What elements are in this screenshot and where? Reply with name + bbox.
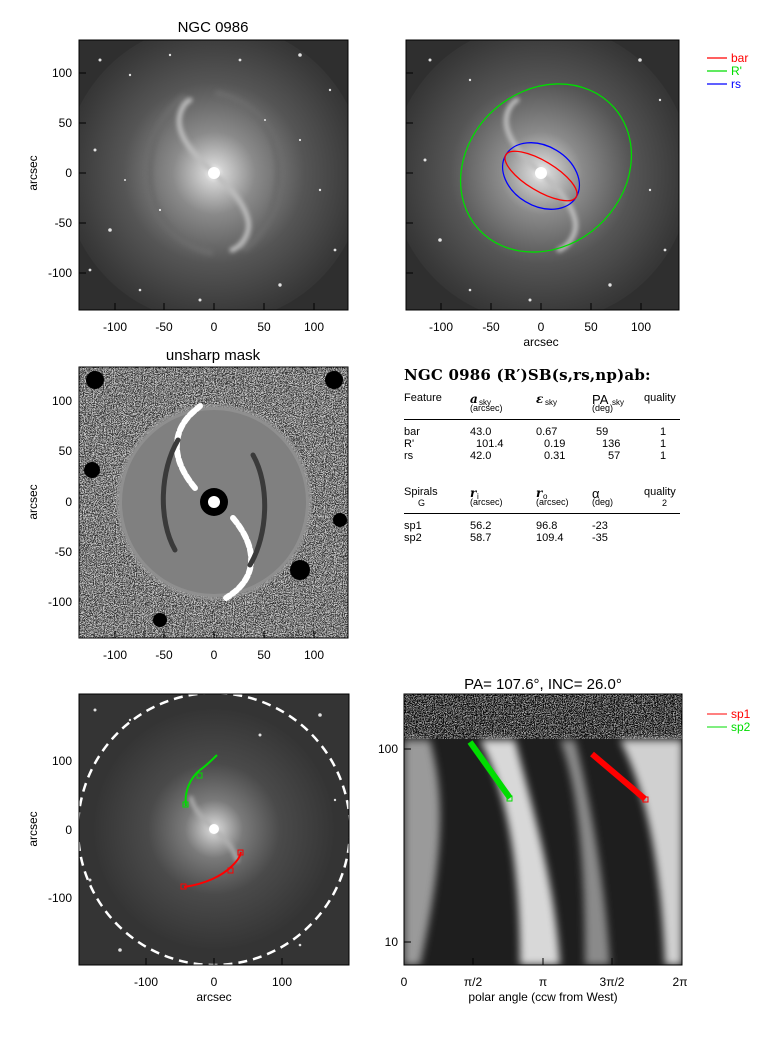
hdr-quality: quality: [644, 392, 676, 404]
hdr-ri-sub: i: [477, 492, 479, 501]
spiral-sp1-trace: [183, 851, 242, 888]
feature-row: bar 43.0 0.67 59 1: [404, 426, 667, 438]
hdr-quality2: quality: [644, 486, 676, 498]
p1-xtick: -50: [155, 320, 173, 334]
feature-row: rs 42.0 0.31 57 1: [404, 450, 667, 462]
hdr-pa-sub: sky: [612, 398, 624, 407]
feature-header-row: Feature a sky (arcsec) ε sky PA sky (deg…: [404, 392, 682, 416]
p1-ytick: 0: [65, 166, 72, 180]
p6-xtick: 0: [401, 975, 408, 989]
ellipse-r-prime: [459, 83, 633, 253]
p3-xtick: 100: [304, 648, 324, 662]
p5-xtick: -100: [134, 975, 158, 989]
p3-xtick: 0: [211, 648, 218, 662]
p1-ytick: 100: [52, 66, 72, 80]
p1-ytick: 50: [59, 116, 73, 130]
p3-xtick: -100: [103, 648, 127, 662]
p5-ytick: 0: [65, 823, 72, 837]
hdr-feature: Feature: [404, 392, 442, 404]
ellipse-fit-panel: arcsec -100 -50 0 50 100 bar R' rs: [405, 39, 748, 349]
legend-top: bar R' rs: [707, 51, 748, 91]
hdr-a-sub: sky: [479, 398, 491, 407]
p3-ytick: 0: [65, 495, 72, 509]
spiral-sp2-trace: [184, 754, 218, 807]
p6-ytick: 10: [385, 935, 399, 949]
panel1-title: NGC 0986: [178, 19, 249, 36]
panel3-y-label: arcsec: [26, 484, 40, 519]
p2-xtick: 0: [538, 320, 545, 334]
spiral-trace-panel: arcsec arcsec -100 0 100 100 0 -100: [26, 693, 350, 1004]
hdr-pa: PA: [592, 392, 609, 407]
legend-rs: rs: [731, 77, 741, 91]
hdr-e-sub: sky: [545, 398, 557, 407]
p3-ytick: 50: [59, 444, 73, 458]
p6-xtick: 2π: [673, 975, 688, 989]
table-title: NGC 0986 (R′)SB(s,rs,np)ab:: [404, 366, 651, 384]
hdr-ro-sub: o: [543, 492, 548, 501]
sp2-polar-trace: [467, 740, 513, 800]
frame-ticks: [79, 72, 642, 965]
p6-xtick: 3π/2: [600, 975, 625, 989]
hdr-a-unit: (arcsec): [470, 403, 503, 413]
legend-bottom: sp1 sp2: [707, 707, 751, 734]
p5-ytick: 100: [52, 754, 72, 768]
p1-xtick: 50: [257, 320, 271, 334]
p6-xtick: π/2: [464, 975, 483, 989]
p5-xtick: 0: [211, 975, 218, 989]
p1-xtick: 0: [211, 320, 218, 334]
hdr-pa-unit: (deg): [592, 403, 614, 413]
hdr-ro: r: [536, 486, 543, 500]
legend-bar: bar: [731, 51, 748, 65]
p2-xtick: -50: [482, 320, 500, 334]
hdr-alpha-unit: (deg): [592, 497, 614, 507]
unsharp-mask-panel: unsharp mask arcsec -100 -50 0 50 100 10…: [26, 347, 349, 662]
p1-xtick: -100: [103, 320, 127, 334]
spiral-row: sp2 58.7 109.4 -35: [404, 532, 608, 544]
hdr-ri: r: [470, 486, 477, 500]
p2-xtick: -100: [429, 320, 453, 334]
field-stars: [88, 53, 337, 302]
legend-r-prime: R': [731, 64, 742, 78]
polar-plot-panel: PA= 107.6°, INC= 26.0° polar angle (ccw …: [378, 676, 751, 1004]
hdr-e: ε: [536, 392, 544, 406]
hdr-ro-unit: (arcsec): [536, 497, 569, 507]
quality-value: 2: [662, 498, 668, 508]
p3-ytick: -50: [55, 545, 73, 559]
p1-ytick: -100: [48, 266, 72, 280]
panel1-y-label: arcsec: [26, 155, 40, 190]
hdr-ri-unit: (arcsec): [470, 497, 503, 507]
p6-xtick: π: [539, 975, 547, 989]
panel6-x-label: polar angle (ccw from West): [468, 990, 617, 1004]
p5-ytick: -100: [48, 891, 72, 905]
spiral-row: sp1 56.2 96.8 -23: [404, 520, 608, 532]
panel5-x-label: arcsec: [196, 990, 231, 1004]
p6-ytick: 100: [378, 742, 398, 756]
p2-xtick: 100: [631, 320, 651, 334]
measurements-table: NGC 0986 (R′)SB(s,rs,np)ab: Feature a sk…: [404, 366, 682, 544]
panel3-title: unsharp mask: [166, 347, 261, 364]
p2-xtick: 50: [584, 320, 598, 334]
p3-ytick: 100: [52, 394, 72, 408]
p1-ytick: -50: [55, 216, 73, 230]
hdr-a: a: [470, 392, 478, 406]
p1-xtick: 100: [304, 320, 324, 334]
hdr-alpha: α: [592, 486, 600, 501]
panel2-x-label: arcsec: [523, 335, 558, 349]
galaxy-image-panel: NGC 0986 arcsec -100 -50 0 50 100 100 50…: [26, 19, 349, 334]
legend-sp1: sp1: [731, 707, 751, 721]
p5-xtick: 100: [272, 975, 292, 989]
p3-ytick: -100: [48, 595, 72, 609]
spiral-header-row: Spirals G r i (arcsec) r o (arcsec) α (d…: [404, 486, 682, 510]
feature-row: R' 101.4 0.19 136 1: [404, 438, 667, 450]
p3-xtick: 50: [257, 648, 271, 662]
hdr-class: G: [418, 498, 426, 508]
panel6-title: PA= 107.6°, INC= 26.0°: [464, 676, 622, 693]
ellipse-bar: [504, 150, 578, 202]
hdr-spirals: Spirals: [404, 486, 438, 498]
p3-xtick: -50: [155, 648, 173, 662]
sp1-polar-trace: [590, 751, 647, 802]
panel5-y-label: arcsec: [26, 811, 40, 846]
legend-sp2: sp2: [731, 720, 751, 734]
